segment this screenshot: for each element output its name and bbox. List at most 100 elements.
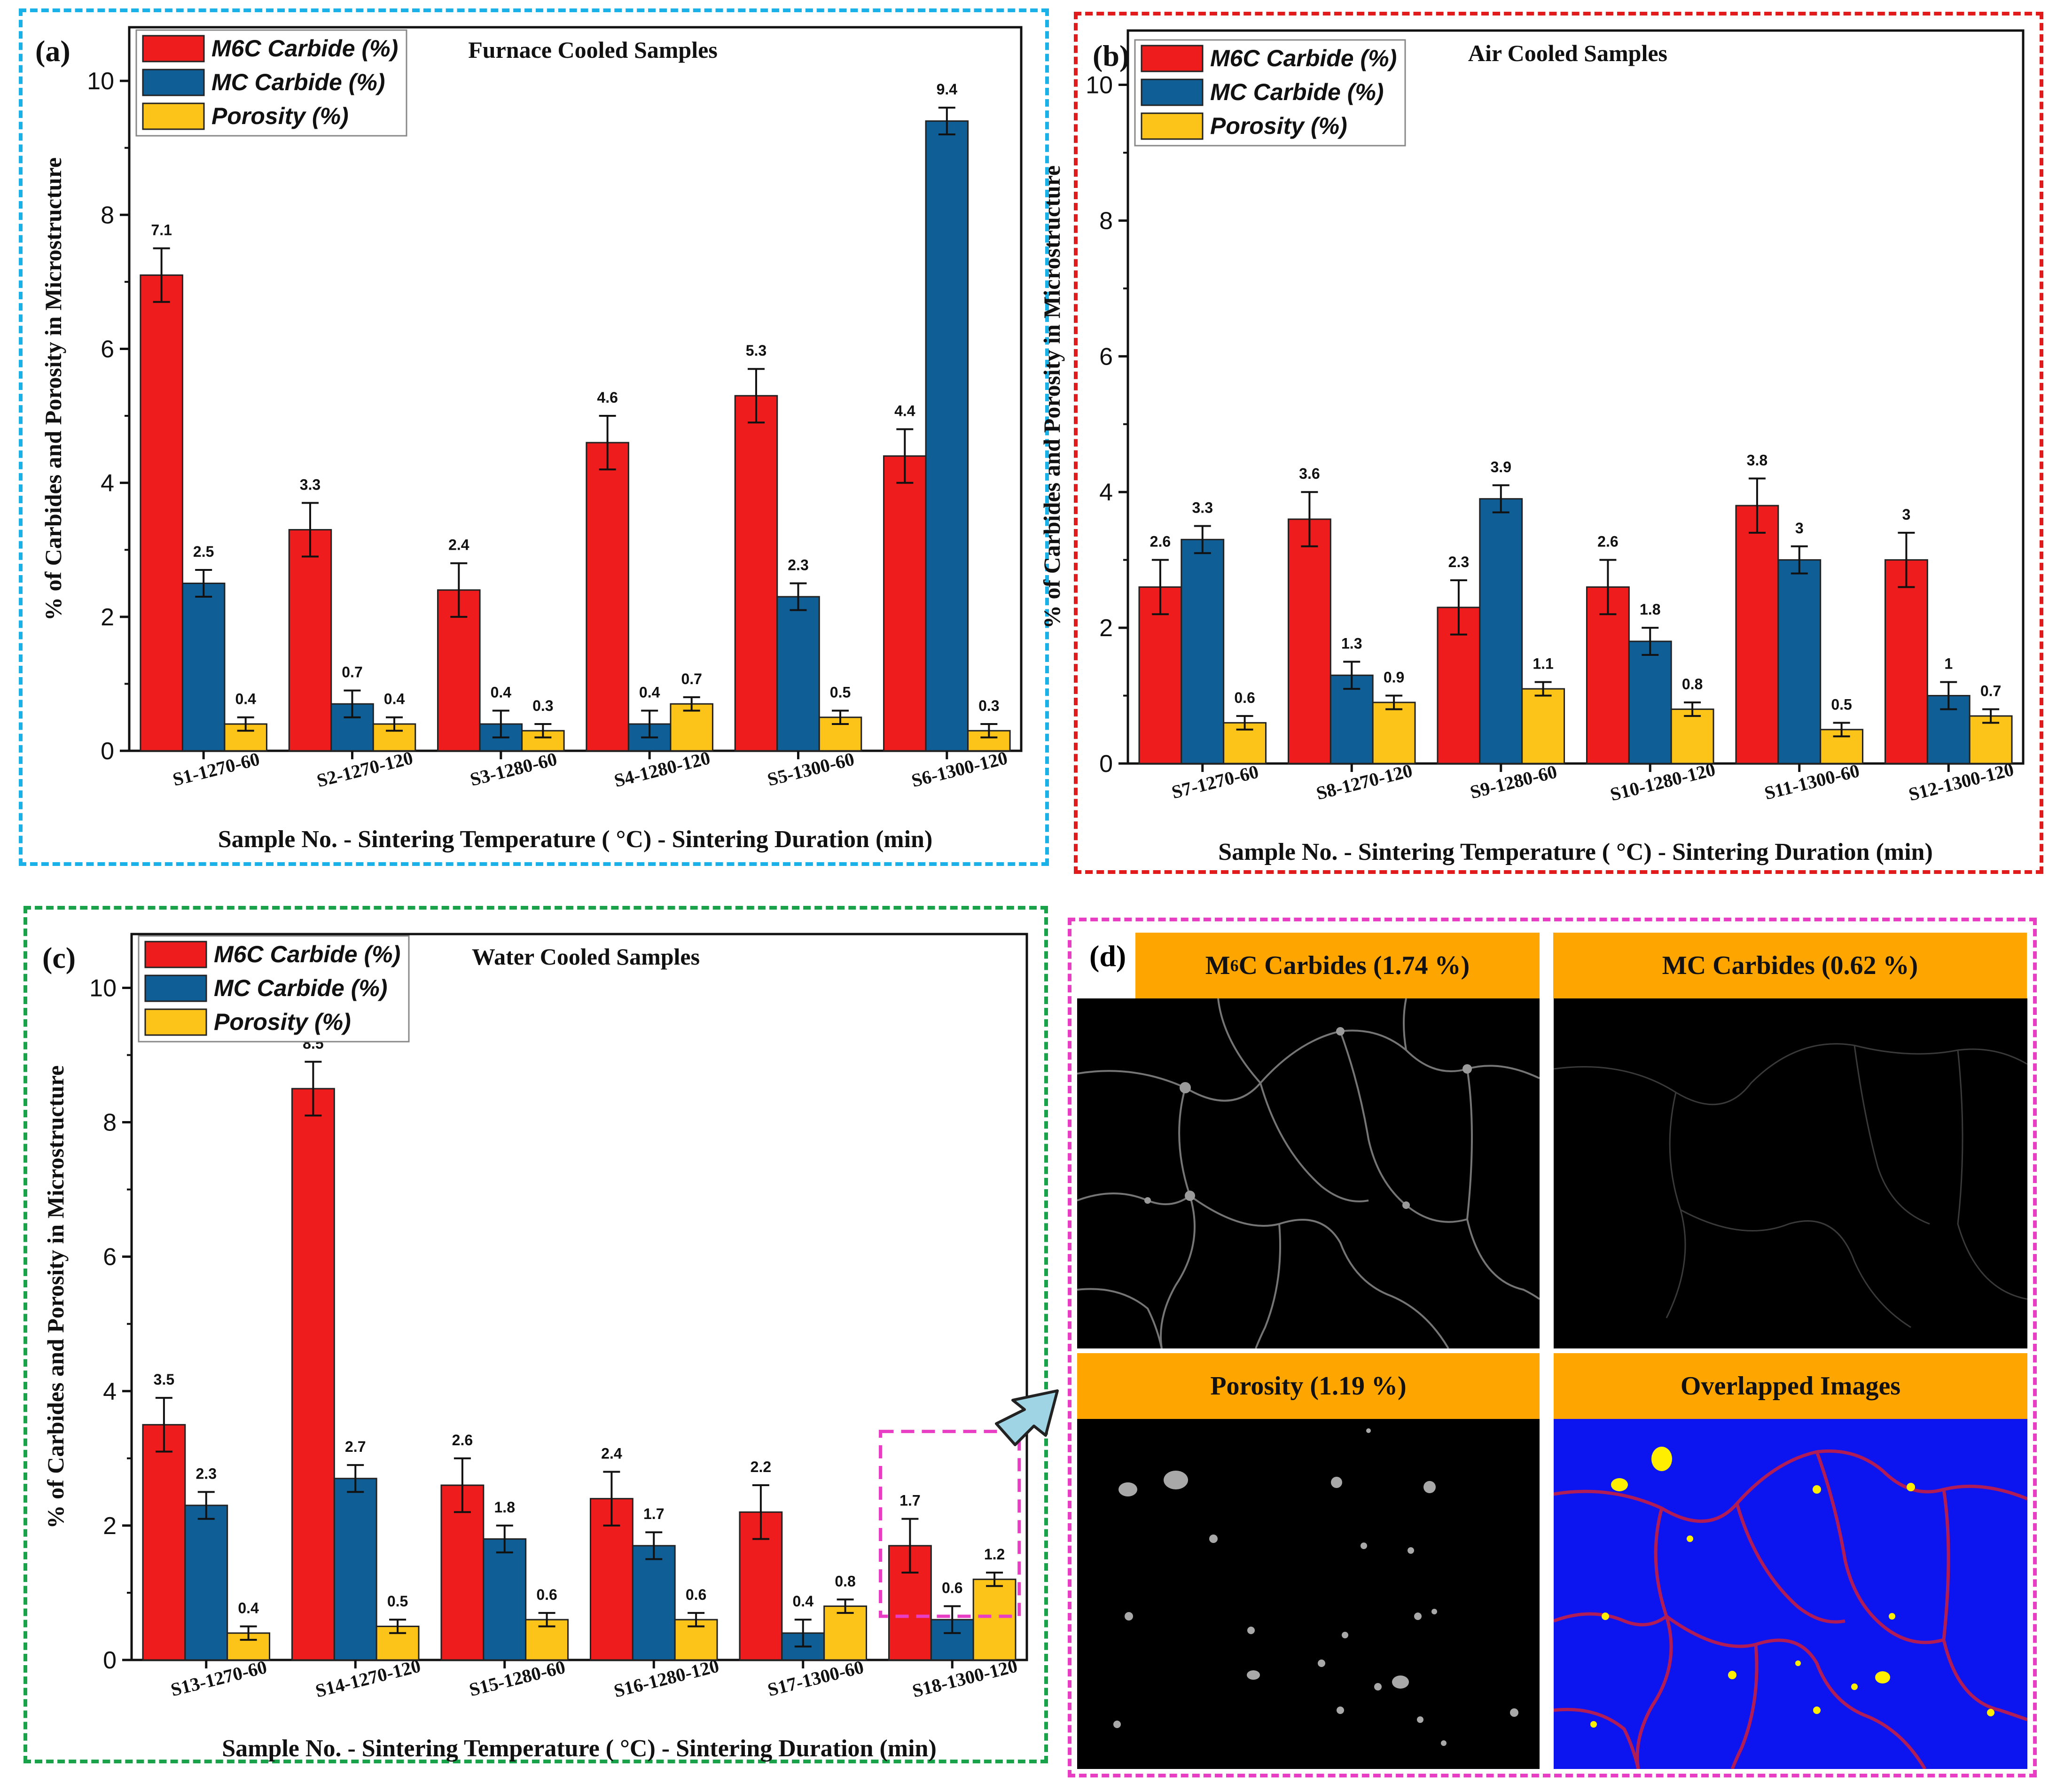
data-label: 1.1 xyxy=(1533,655,1553,672)
y-tick-label: 0 xyxy=(1099,750,1113,778)
x-tick-label: S2-1270-120 xyxy=(314,747,415,791)
data-label: 0.3 xyxy=(978,697,999,714)
y-axis-label: % of Carbides and Porosity in Microstruc… xyxy=(42,1065,69,1528)
data-label: 3 xyxy=(1902,506,1910,523)
bar xyxy=(1735,505,1779,764)
data-label: 2.4 xyxy=(448,537,469,553)
x-tick-label: S10-1280-120 xyxy=(1608,758,1717,805)
x-tick-label: S3-1280-60 xyxy=(468,748,559,790)
bar xyxy=(1479,498,1523,764)
legend-swatch xyxy=(144,1008,207,1036)
mc-image-header: MC Carbides (0.62 %) xyxy=(1553,933,2027,998)
bar xyxy=(734,395,778,752)
panel-b-frame xyxy=(1074,12,2043,874)
data-label: 0.4 xyxy=(235,691,256,708)
bar xyxy=(670,703,713,752)
legend-swatch xyxy=(1141,112,1204,140)
data-label: 4.6 xyxy=(597,389,618,406)
data-label: 2.6 xyxy=(1597,533,1618,550)
mc-network-image xyxy=(1553,1043,2028,1328)
data-label: 1.3 xyxy=(1341,635,1362,652)
m6c-micrograph xyxy=(1077,998,1541,1349)
data-label: 2.7 xyxy=(345,1438,366,1455)
data-label: 2.4 xyxy=(601,1445,622,1462)
y-tick-label: 6 xyxy=(103,1244,117,1271)
x-tick-label: S7-1270-60 xyxy=(1169,761,1260,803)
legend-swatch xyxy=(144,974,207,1002)
bar xyxy=(181,583,226,752)
bar xyxy=(1521,688,1565,764)
bar xyxy=(1586,586,1630,764)
bar xyxy=(972,1578,1017,1661)
x-tick-label: S13-1270-60 xyxy=(169,1656,269,1700)
data-label: 7.1 xyxy=(151,222,172,239)
y-axis-label: % of Carbides and Porosity in Microstruc… xyxy=(1039,165,1065,629)
overlap-micrograph xyxy=(1553,1419,2028,1770)
data-label: 0.5 xyxy=(1831,696,1852,713)
data-label: 2.6 xyxy=(1150,533,1171,550)
y-tick-label: 2 xyxy=(1099,615,1113,642)
data-label: 0.9 xyxy=(1384,669,1404,686)
y-tick-label: 6 xyxy=(101,335,114,363)
plot-frame xyxy=(128,26,1023,752)
data-label: 2.5 xyxy=(193,543,214,560)
m6c-title-suffix: C Carbides (1.74 %) xyxy=(1238,951,1470,980)
x-tick-label: S1-1270-60 xyxy=(171,748,262,790)
zoom-arrow xyxy=(995,1389,1059,1446)
x-tick-label: S6-1300-120 xyxy=(909,747,1010,791)
chart-title: Air Cooled Samples xyxy=(1468,40,1667,66)
y-tick-label: 0 xyxy=(103,1647,117,1674)
x-tick-label: S9-1280-60 xyxy=(1468,761,1559,803)
legend-swatch xyxy=(1141,78,1204,106)
data-label: 1.2 xyxy=(984,1546,1005,1563)
data-label: 0.4 xyxy=(238,1599,259,1616)
legend-label: M6C Carbide (%) xyxy=(211,35,398,62)
legend-label: Porosity (%) xyxy=(211,103,349,129)
overlap-image-header: Overlapped Images xyxy=(1554,1353,2027,1419)
panel-c-frame xyxy=(23,906,1048,1763)
legend-label: Porosity (%) xyxy=(214,1009,351,1035)
data-label: 3 xyxy=(1795,520,1804,537)
data-label: 1.8 xyxy=(494,1499,515,1516)
overlap-title: Overlapped Images xyxy=(1680,1371,1901,1401)
data-label: 3.3 xyxy=(300,476,321,493)
bar xyxy=(925,120,969,752)
bar xyxy=(1138,586,1182,764)
bar xyxy=(184,1504,228,1661)
legend-swatch xyxy=(1141,45,1204,72)
panel-label: (a) xyxy=(35,34,70,68)
x-tick-label: S4-1280-120 xyxy=(612,747,712,791)
mc-micrograph xyxy=(1553,998,2028,1348)
bar xyxy=(440,1484,485,1661)
data-label: 3.5 xyxy=(154,1371,174,1388)
legend-swatch xyxy=(144,941,207,968)
m6c-title-sub: 6 xyxy=(1230,956,1239,975)
x-axis-label: Sample No. - Sintering Temperature ( °C)… xyxy=(1218,839,1933,865)
y-tick-label: 8 xyxy=(101,202,114,229)
x-tick-label: S5-1300-60 xyxy=(765,748,856,790)
panel-d-frame xyxy=(1068,918,2037,1777)
data-label: 1.7 xyxy=(899,1492,920,1509)
y-tick-label: 4 xyxy=(1099,479,1113,506)
data-label: 0.6 xyxy=(942,1580,962,1597)
chart-title: Water Cooled Samples xyxy=(472,943,700,970)
porosity-image-header: Porosity (1.19 %) xyxy=(1077,1353,1540,1419)
data-label: 0.4 xyxy=(491,684,512,701)
chart-air-cooled: 0 2 4 6 8 10 % of Carbides and Porosity in Mic… xyxy=(1039,29,2025,865)
data-label: 3.6 xyxy=(1299,465,1320,482)
legend-label: MC Carbide (%) xyxy=(1210,79,1384,105)
m6c-network-image xyxy=(1077,998,1541,1349)
legend-label: Porosity (%) xyxy=(1210,113,1347,139)
bar xyxy=(1670,708,1714,764)
bar xyxy=(142,1424,186,1661)
data-label: 1.8 xyxy=(1640,601,1660,618)
bar xyxy=(1777,559,1822,764)
data-label: 1 xyxy=(1944,655,1953,672)
data-label: 0.5 xyxy=(830,684,851,701)
y-tick-label: 10 xyxy=(87,68,114,95)
data-label: 1.7 xyxy=(643,1505,664,1522)
data-label: 3.9 xyxy=(1491,459,1511,475)
data-label: 0.7 xyxy=(342,664,362,681)
data-label: 0.5 xyxy=(387,1593,408,1610)
